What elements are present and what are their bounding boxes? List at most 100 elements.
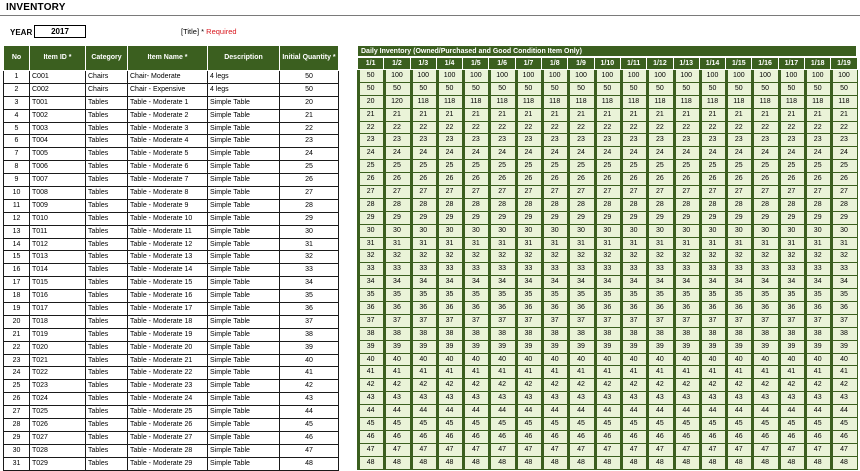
daily-cell[interactable]: 28 <box>488 197 516 212</box>
daily-cell[interactable]: 37 <box>698 313 727 328</box>
row-category[interactable]: Tables <box>85 121 128 136</box>
daily-cell[interactable]: 43 <box>698 391 727 406</box>
daily-cell[interactable]: 25 <box>541 159 569 174</box>
daily-cell[interactable]: 24 <box>462 146 490 161</box>
daily-cell[interactable]: 43 <box>488 391 516 406</box>
daily-cell[interactable]: 48 <box>804 455 832 470</box>
daily-cell[interactable]: 26 <box>356 172 385 187</box>
row-item-id[interactable]: T010 <box>29 211 86 226</box>
daily-cell[interactable]: 32 <box>435 249 464 264</box>
row-description[interactable]: Simple Table <box>207 418 280 432</box>
row-category[interactable]: Tables <box>85 353 128 368</box>
daily-cell[interactable]: 34 <box>567 275 595 290</box>
daily-cell[interactable]: 28 <box>593 197 621 212</box>
daily-cell[interactable]: 43 <box>777 391 806 406</box>
daily-cell[interactable]: 21 <box>356 107 385 122</box>
row-category[interactable]: Tables <box>85 186 128 200</box>
daily-cell[interactable]: 39 <box>804 339 832 354</box>
daily-cell[interactable]: 43 <box>567 391 595 406</box>
daily-cell[interactable]: 44 <box>698 404 727 419</box>
daily-cell[interactable]: 46 <box>751 429 779 444</box>
daily-cell[interactable]: 41 <box>777 365 806 380</box>
daily-cell[interactable]: 33 <box>541 262 569 277</box>
daily-cell[interactable]: 50 <box>409 81 437 96</box>
daily-cell[interactable]: 34 <box>383 275 411 290</box>
row-initial-quantity[interactable]: 45 <box>279 418 339 432</box>
daily-cell[interactable]: 27 <box>409 185 437 199</box>
row-item-name[interactable]: Table - Moderate 24 <box>127 392 208 407</box>
daily-cell[interactable]: 24 <box>698 146 727 161</box>
daily-cell[interactable]: 22 <box>830 120 858 135</box>
daily-cell[interactable]: 26 <box>541 172 569 187</box>
row-item-name[interactable]: Table - Moderate 26 <box>127 418 208 432</box>
daily-cell[interactable]: 32 <box>672 249 700 264</box>
daily-cell[interactable]: 43 <box>541 391 569 406</box>
daily-cell[interactable]: 38 <box>593 326 621 341</box>
row-category[interactable]: Tables <box>85 314 128 329</box>
daily-cell[interactable]: 29 <box>356 210 385 225</box>
daily-cell[interactable]: 40 <box>672 352 700 367</box>
daily-cell[interactable]: 28 <box>751 197 779 212</box>
daily-cell[interactable]: 26 <box>725 172 753 187</box>
daily-cell[interactable]: 32 <box>777 249 806 264</box>
daily-cell[interactable]: 27 <box>435 185 464 199</box>
daily-cell[interactable]: 46 <box>383 429 411 444</box>
row-description[interactable]: 4 legs <box>207 70 280 84</box>
daily-cell[interactable]: 40 <box>698 352 727 367</box>
daily-cell[interactable]: 29 <box>725 210 753 225</box>
row-no[interactable]: 6 <box>3 134 30 149</box>
daily-cell[interactable]: 100 <box>804 69 832 83</box>
daily-cell[interactable]: 44 <box>751 404 779 419</box>
daily-cell[interactable]: 27 <box>541 185 569 199</box>
row-initial-quantity[interactable]: 28 <box>279 198 339 213</box>
daily-cell[interactable]: 46 <box>409 429 437 444</box>
row-initial-quantity[interactable]: 46 <box>279 430 339 445</box>
daily-cell[interactable]: 31 <box>646 236 674 251</box>
row-category[interactable]: Tables <box>85 405 128 420</box>
row-item-name[interactable]: Table - Moderate 14 <box>127 263 208 278</box>
daily-cell[interactable]: 41 <box>672 365 700 380</box>
daily-cell[interactable]: 21 <box>567 107 595 122</box>
daily-cell[interactable]: 33 <box>646 262 674 277</box>
daily-cell[interactable]: 37 <box>435 313 464 328</box>
row-no[interactable]: 3 <box>3 95 30 110</box>
row-category[interactable]: Tables <box>85 134 128 149</box>
daily-cell[interactable]: 39 <box>751 339 779 354</box>
daily-cell[interactable]: 30 <box>725 223 753 238</box>
daily-cell[interactable]: 26 <box>698 172 727 187</box>
daily-cell[interactable]: 28 <box>725 197 753 212</box>
daily-cell[interactable]: 50 <box>567 81 595 96</box>
daily-cell[interactable]: 46 <box>593 429 621 444</box>
daily-cell[interactable]: 41 <box>619 365 648 380</box>
daily-cell[interactable]: 45 <box>409 417 437 431</box>
daily-cell[interactable]: 42 <box>698 378 727 393</box>
daily-cell[interactable]: 23 <box>541 133 569 148</box>
row-item-id[interactable]: T012 <box>29 237 86 252</box>
daily-cell[interactable]: 38 <box>646 326 674 341</box>
row-description[interactable]: Simple Table <box>207 327 280 342</box>
daily-cell[interactable]: 38 <box>777 326 806 341</box>
daily-cell[interactable]: 118 <box>488 94 516 109</box>
daily-cell[interactable]: 23 <box>672 133 700 148</box>
daily-cell[interactable]: 26 <box>435 172 464 187</box>
daily-cell[interactable]: 45 <box>488 417 516 431</box>
daily-cell[interactable]: 24 <box>409 146 437 161</box>
daily-cell[interactable]: 28 <box>462 197 490 212</box>
row-description[interactable]: Simple Table <box>207 95 280 110</box>
row-no[interactable]: 25 <box>3 379 30 394</box>
daily-cell[interactable]: 38 <box>462 326 490 341</box>
daily-cell[interactable]: 30 <box>777 223 806 238</box>
daily-cell[interactable]: 100 <box>541 69 569 83</box>
daily-cell[interactable]: 30 <box>541 223 569 238</box>
daily-cell[interactable]: 30 <box>619 223 648 238</box>
row-description[interactable]: Simple Table <box>207 456 280 471</box>
daily-cell[interactable]: 31 <box>541 236 569 251</box>
daily-cell[interactable]: 34 <box>435 275 464 290</box>
daily-cell[interactable]: 47 <box>567 442 595 457</box>
daily-cell[interactable]: 22 <box>698 120 727 135</box>
daily-cell[interactable]: 36 <box>567 301 595 315</box>
row-category[interactable]: Tables <box>85 263 128 278</box>
daily-cell[interactable]: 29 <box>541 210 569 225</box>
daily-cell[interactable]: 35 <box>383 288 411 303</box>
daily-cell[interactable]: 22 <box>435 120 464 135</box>
